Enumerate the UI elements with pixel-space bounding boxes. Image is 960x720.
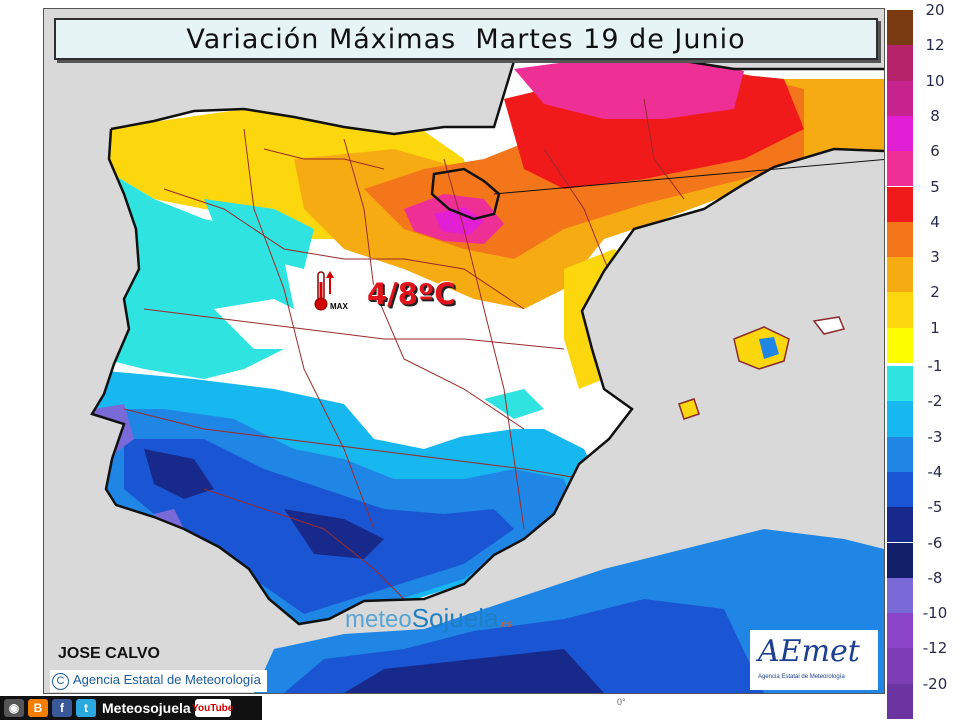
facebook-icon[interactable]: f — [52, 699, 72, 717]
watermark-part1: meteo — [345, 606, 412, 633]
agency-credit: C Agencia Estatal de Meteorología — [50, 670, 267, 692]
degree-mark: 0° — [617, 697, 626, 707]
temperature-anomaly-map — [44, 9, 884, 693]
copyright-icon: C — [52, 673, 69, 690]
legend-label-negative: -5 — [927, 498, 943, 517]
legend-label-negative: -10 — [922, 604, 948, 623]
legend-swatch-positive — [887, 151, 913, 187]
legend-swatch-negative — [887, 613, 913, 649]
meteosojuela-watermark: meteoSojuela.es — [345, 603, 512, 634]
legend-swatch-positive — [887, 10, 913, 46]
legend-swatch-negative — [887, 366, 913, 402]
legend-label-positive: 1 — [930, 318, 940, 337]
social-handle[interactable]: Meteosojuela — [102, 700, 191, 716]
legend-label-negative: -4 — [927, 462, 943, 481]
legend-swatch-negative — [887, 471, 913, 508]
map-title: Variación Máximas Martes 19 de Junio — [54, 18, 878, 60]
map-panel — [43, 8, 885, 694]
blogger-icon[interactable]: B — [28, 699, 48, 717]
watermark-suffix: .es — [498, 619, 512, 630]
legend-swatch-negative — [887, 577, 913, 614]
legend-swatch-positive — [887, 221, 913, 258]
aemet-caption: Agencia Estatal de Meteorología — [758, 674, 845, 680]
legend-label-positive: 8 — [930, 106, 940, 125]
legend-swatch-negative — [887, 401, 913, 437]
legend-swatch-positive — [887, 186, 913, 222]
legend-swatch-negative — [887, 507, 913, 543]
legend-label-positive: 5 — [930, 177, 940, 196]
legend-swatch-negative — [887, 683, 913, 719]
aemet-logo: AEmet Agencia Estatal de Meteorología — [750, 630, 878, 690]
legend-label-positive: 3 — [930, 248, 940, 267]
legend-label-negative: -20 — [922, 674, 948, 693]
social-bar: ◉ B f t Meteosojuela YouTube — [0, 696, 262, 720]
aemet-wordmark: AEmet — [758, 634, 860, 669]
legend-label-negative: -2 — [927, 392, 943, 411]
legend-label-negative: -12 — [922, 639, 948, 658]
legend-label-positive: 12 — [925, 36, 945, 55]
legend-label-positive: 6 — [930, 142, 940, 161]
legend-label-negative: -8 — [927, 568, 943, 587]
legend-swatch-positive — [887, 257, 913, 293]
color-legend: 20 12 10 8 6 5 4 3 2 1 -1 -2 -3 -4 -5 -6 -8 -10 -12 -20 — [885, 1, 960, 719]
legend-swatch-positive — [887, 80, 913, 116]
legend-swatch-negative — [887, 436, 913, 472]
legend-label-positive: 10 — [925, 71, 945, 90]
legend-swatch-positive — [887, 327, 913, 363]
legend-swatch-negative — [887, 648, 913, 684]
legend-swatch-negative — [887, 542, 913, 578]
legend-label-positive: 20 — [925, 1, 945, 19]
author-credit: JOSE CALVO — [58, 645, 160, 662]
agency-credit-text: Agencia Estatal de Meteorología — [73, 672, 261, 687]
thermometer-max-label: MAX — [330, 302, 348, 311]
legend-label-negative: -1 — [927, 357, 943, 375]
twitter-icon[interactable]: t — [76, 699, 96, 717]
legend-swatch-positive — [887, 115, 913, 152]
anomaly-range-label: 4/8ºC — [367, 277, 456, 311]
legend-swatch-positive — [887, 45, 913, 81]
legend-label-negative: -3 — [927, 427, 943, 446]
legend-label-positive: 4 — [930, 212, 940, 231]
youtube-icon[interactable]: YouTube — [192, 699, 233, 717]
legend-label-negative: -6 — [927, 533, 943, 552]
thermometer-icon — [308, 268, 360, 312]
watermark-part2: Sojuela — [411, 603, 499, 633]
legend-swatch-positive — [887, 292, 913, 328]
camera-icon[interactable]: ◉ — [4, 699, 24, 717]
legend-label-positive: 2 — [930, 283, 940, 302]
